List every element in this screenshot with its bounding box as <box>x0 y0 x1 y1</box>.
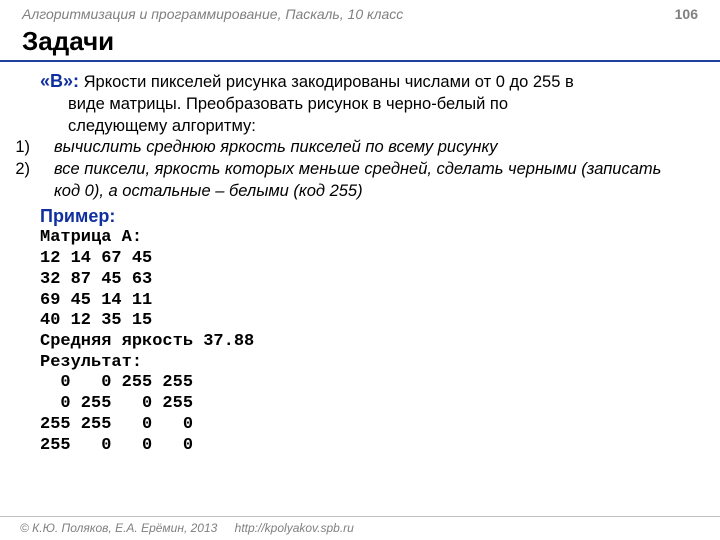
list-item: 2) все пиксели, яркость которых меньше с… <box>8 159 680 203</box>
task-description: «В»: Яркости пикселей рисунка закодирова… <box>40 70 680 137</box>
footer: © К.Ю. Поляков, Е.А. Ерёмин, 2013 http:/… <box>0 516 720 540</box>
task-text-1: Яркости пикселей рисунка закодированы чи… <box>79 73 574 91</box>
result-data: 0 0 255 255 0 255 0 255 255 255 0 0 255 … <box>40 373 680 456</box>
task-label: «В»: <box>40 71 79 91</box>
list-item: 1) вычислить среднюю яркость пикселей по… <box>8 137 680 159</box>
copyright: © К.Ю. Поляков, Е.А. Ерёмин, 2013 <box>20 521 217 535</box>
task-text-3: следующему алгоритму: <box>68 116 680 138</box>
list-number: 2) <box>8 159 40 203</box>
result-label: Результат: <box>40 353 680 374</box>
matrix-label: Матрица A: <box>40 228 680 249</box>
average-brightness: Средняя яркость 37.88 <box>40 332 680 353</box>
example-label: Пример: <box>40 205 680 229</box>
content-area: «В»: Яркости пикселей рисунка закодирова… <box>0 62 720 456</box>
list-number: 1) <box>8 137 40 159</box>
course-title: Алгоритмизация и программирование, Паска… <box>22 6 403 22</box>
page-title: Задачи <box>0 24 720 62</box>
task-list: 1) вычислить среднюю яркость пикселей по… <box>8 137 680 202</box>
list-text: все пиксели, яркость которых меньше сред… <box>40 159 680 203</box>
header-bar: Алгоритмизация и программирование, Паска… <box>0 0 720 24</box>
page-number: 106 <box>675 6 698 22</box>
task-text-2: виде матрицы. Преобразовать рисунок в че… <box>68 94 680 116</box>
footer-url: http://kpolyakov.spb.ru <box>235 521 354 535</box>
list-text: вычислить среднюю яркость пикселей по вс… <box>40 137 498 159</box>
matrix-data: 12 14 67 45 32 87 45 63 69 45 14 11 40 1… <box>40 249 680 332</box>
